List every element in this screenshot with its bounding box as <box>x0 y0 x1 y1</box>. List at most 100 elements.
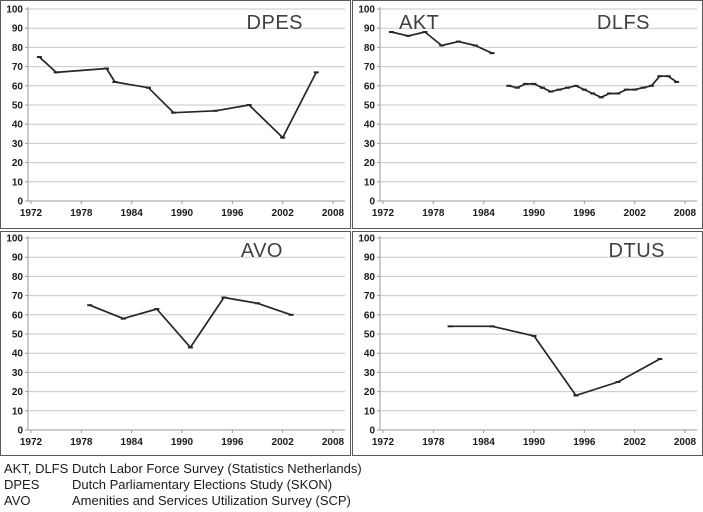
series-line-dpes <box>38 56 317 139</box>
chart-panel-dtus: 0 10 20 30 40 50 60 70 80 90 100 1972 1978 1984 1990 19… <box>352 231 703 456</box>
y-tick-label: 40 <box>12 120 24 131</box>
y-tick-label: 40 <box>12 349 24 360</box>
x-tick-label: 1984 <box>473 437 496 448</box>
y-tick-label: 40 <box>364 349 376 360</box>
x-tick-label: 1996 <box>221 437 244 448</box>
panel-title-akt: AKT <box>399 12 439 34</box>
y-tick-label: 30 <box>12 368 24 379</box>
y-tick-label: 50 <box>364 330 376 341</box>
x-tick-label: 2002 <box>272 208 295 219</box>
legend-description: Amenities and Services Utilization Surve… <box>72 493 351 508</box>
y-tick-label: 50 <box>12 101 24 112</box>
legend-row-akt-dlfs: AKT, DLFS Dutch Labor Force Survey (Stat… <box>4 461 703 477</box>
y-tick-label: 70 <box>12 62 24 73</box>
dpes-chart: 0 10 20 30 40 50 60 70 80 90 100 1972 1978 1984 1990 19… <box>6 5 345 219</box>
y-tick-label: 90 <box>12 253 24 264</box>
x-tick-label: 1996 <box>573 437 596 448</box>
x-tick-label: 2008 <box>322 437 345 448</box>
y-tick-label: 50 <box>12 330 24 341</box>
panel-title-dlfs: DLFS <box>597 12 650 34</box>
x-tick-label: 1972 <box>372 437 395 448</box>
y-tick-label: 80 <box>12 272 24 283</box>
avo-chart: 0 10 20 30 40 50 60 70 80 90 100 1972 1978 1984 1990 19… <box>6 234 345 448</box>
x-tick-label: 1990 <box>171 208 194 219</box>
x-tick-label: 1990 <box>523 208 546 219</box>
y-tick-label: 70 <box>364 291 376 302</box>
y-tick-label: 100 <box>358 5 375 16</box>
y-tick-label: 100 <box>6 5 23 16</box>
legend-description: Dutch Labor Force Survey (Statistics Net… <box>72 461 362 476</box>
chart-panel-akt-dlfs: 0 10 20 30 40 50 60 70 80 90 100 1972 1978 1984 1990 19… <box>352 0 703 229</box>
y-tick-label: 30 <box>12 139 24 150</box>
x-tick-label: 2002 <box>624 208 647 219</box>
x-tick-label: 1978 <box>422 437 445 448</box>
y-tick-label: 20 <box>12 387 24 398</box>
x-tick-label: 1978 <box>422 208 445 219</box>
y-tick-label: 60 <box>12 81 24 92</box>
y-tick-label: 100 <box>6 234 23 245</box>
x-tick-label: 1984 <box>121 437 144 448</box>
y-tick-label: 10 <box>12 406 24 417</box>
y-tick-label: 10 <box>12 177 24 188</box>
panel-title-dpes: DPES <box>247 12 303 34</box>
panel-title-avo: AVO <box>241 240 283 262</box>
y-tick-label: 10 <box>364 406 376 417</box>
panel-title-dtus: DTUS <box>609 240 665 262</box>
y-tick-label: 60 <box>12 310 24 321</box>
y-tick-label: 80 <box>12 43 24 54</box>
x-tick-label: 1972 <box>20 437 43 448</box>
x-tick-label: 1990 <box>523 437 546 448</box>
y-tick-label: 70 <box>12 291 24 302</box>
x-tick-label: 1984 <box>473 208 496 219</box>
legend-term: AVO <box>4 493 31 508</box>
y-tick-label: 0 <box>17 197 23 208</box>
x-tick-label: 2002 <box>624 437 647 448</box>
x-tick-label: 1996 <box>221 208 244 219</box>
x-tick-label: 1978 <box>70 437 93 448</box>
y-tick-label: 20 <box>364 387 376 398</box>
x-tick-label: 2008 <box>322 208 345 219</box>
legend-description: Dutch Parliamentary Elections Study (SKO… <box>72 477 333 492</box>
y-tick-label: 90 <box>364 253 376 264</box>
y-tick-label: 70 <box>364 62 376 73</box>
series-line-dtus <box>450 325 661 397</box>
y-tick-label: 60 <box>364 310 376 321</box>
x-tick-label: 2008 <box>674 208 697 219</box>
y-tick-label: 20 <box>364 158 376 169</box>
x-tick-label: 1972 <box>372 208 395 219</box>
x-tick-label: 2002 <box>272 437 295 448</box>
legend-term: DPES <box>4 477 40 492</box>
y-tick-label: 80 <box>364 272 376 283</box>
chart-grid: 0 10 20 30 40 50 60 70 80 90 100 1972 1978 1984 1990 19… <box>0 0 703 456</box>
y-tick-label: 30 <box>364 368 376 379</box>
y-tick-label: 90 <box>364 24 376 35</box>
chart-panel-dpes: 0 10 20 30 40 50 60 70 80 90 100 1972 1978 1984 1990 19… <box>0 0 351 229</box>
series-line-avo <box>89 296 292 349</box>
chart-panel-avo: 0 10 20 30 40 50 60 70 80 90 100 1972 1978 1984 1990 19… <box>0 231 351 456</box>
y-tick-label: 60 <box>364 81 376 92</box>
legend-row-dpes: DPES Dutch Parliamentary Elections Study… <box>4 477 703 493</box>
y-tick-label: 80 <box>364 43 376 54</box>
y-tick-label: 10 <box>364 177 376 188</box>
y-tick-label: 90 <box>12 24 24 35</box>
y-tick-label: 0 <box>17 426 23 437</box>
legend-row-avo: AVO Amenities and Services Utilization S… <box>4 493 703 509</box>
x-tick-label: 1984 <box>121 208 144 219</box>
x-tick-label: 1978 <box>70 208 93 219</box>
x-tick-label: 1972 <box>20 208 43 219</box>
y-tick-label: 100 <box>358 234 375 245</box>
y-tick-label: 30 <box>364 139 376 150</box>
y-tick-label: 0 <box>369 426 375 437</box>
y-tick-label: 50 <box>364 101 376 112</box>
y-tick-label: 40 <box>364 120 376 131</box>
akt-dlfs-chart: 0 10 20 30 40 50 60 70 80 90 100 1972 1978 1984 1990 19… <box>358 5 697 219</box>
dtus-chart: 0 10 20 30 40 50 60 70 80 90 100 1972 1978 1984 1990 19… <box>358 234 697 448</box>
abbreviation-legend: AKT, DLFS Dutch Labor Force Survey (Stat… <box>0 456 703 509</box>
x-tick-label: 1996 <box>573 208 596 219</box>
x-tick-label: 1990 <box>171 437 194 448</box>
x-tick-label: 2008 <box>674 437 697 448</box>
y-tick-label: 0 <box>369 197 375 208</box>
legend-term: AKT, DLFS <box>4 461 69 476</box>
y-tick-label: 20 <box>12 158 24 169</box>
